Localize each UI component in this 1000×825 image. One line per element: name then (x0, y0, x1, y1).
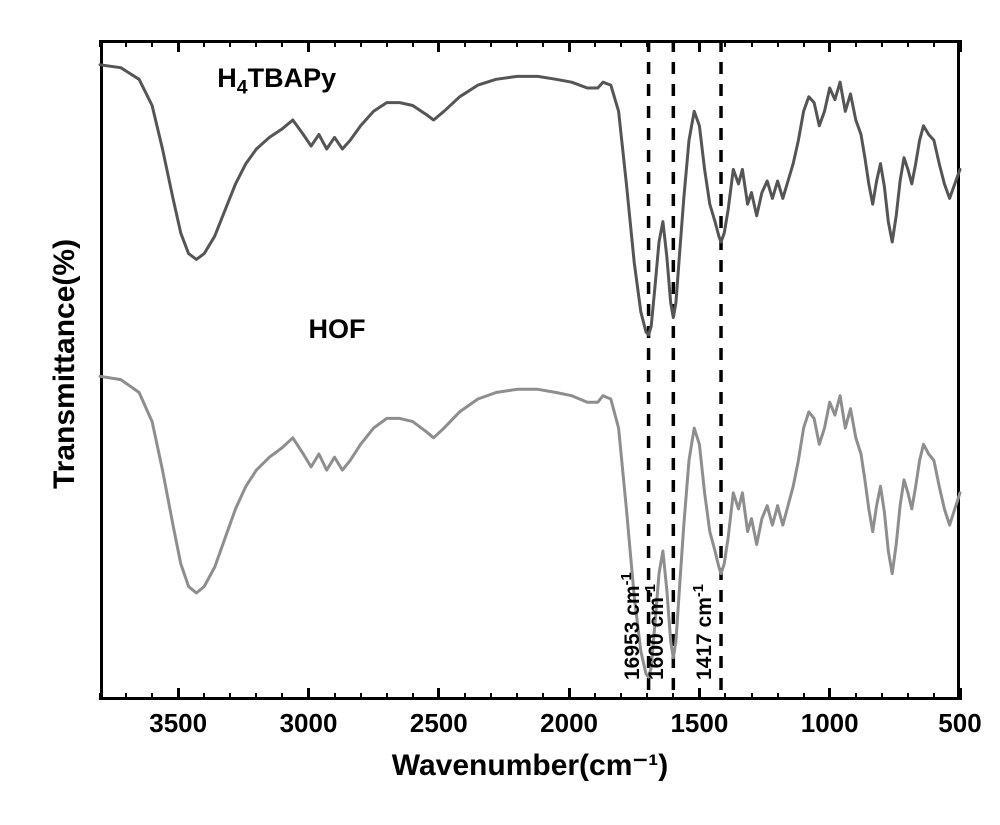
x-tick-minor (933, 40, 935, 47)
x-tick-minor (360, 40, 362, 47)
x-tick-minor (281, 693, 283, 700)
x-tick-label: 1500 (670, 708, 728, 739)
x-tick-major (698, 688, 701, 700)
x-tick-minor (907, 40, 909, 47)
x-tick-minor (672, 40, 674, 47)
spectrum-h4tbapy (100, 65, 960, 335)
marker-label: 1417 cm-1 (693, 584, 717, 680)
x-tick-minor (881, 40, 883, 47)
x-tick-minor (255, 693, 257, 700)
x-tick-label: 3500 (149, 708, 207, 739)
series-label-h4tbapy: H4TBAPy (217, 63, 336, 94)
x-tick-major (828, 688, 831, 700)
x-tick-minor (334, 693, 336, 700)
x-axis-title: Wavenumber(cm⁻¹) (100, 748, 960, 783)
x-tick-minor (777, 40, 779, 47)
x-tick-major (177, 40, 180, 52)
x-tick-major (828, 40, 831, 52)
x-tick-minor (203, 693, 205, 700)
plot-area (100, 40, 960, 700)
x-tick-major (959, 40, 962, 52)
x-tick-label: 2500 (410, 708, 468, 739)
x-tick-minor (464, 693, 466, 700)
x-tick-minor (334, 40, 336, 47)
x-tick-minor (751, 40, 753, 47)
x-tick-minor (99, 693, 101, 700)
x-tick-minor (881, 693, 883, 700)
x-tick-minor (594, 693, 596, 700)
x-tick-minor (386, 40, 388, 47)
x-tick-minor (516, 40, 518, 47)
x-tick-minor (933, 693, 935, 700)
x-tick-minor (751, 693, 753, 700)
x-tick-minor (724, 693, 726, 700)
x-tick-minor (542, 40, 544, 47)
x-tick-major (568, 688, 571, 700)
plot-svg (100, 40, 960, 700)
x-tick-minor (620, 40, 622, 47)
x-tick-minor (412, 693, 414, 700)
x-tick-minor (516, 693, 518, 700)
x-tick-minor (646, 693, 648, 700)
x-tick-minor (125, 40, 127, 47)
y-axis-title: Transmittance(%) (48, 239, 82, 489)
x-tick-minor (125, 693, 127, 700)
x-tick-major (437, 40, 440, 52)
x-tick-minor (151, 40, 153, 47)
x-tick-minor (229, 40, 231, 47)
x-tick-minor (490, 40, 492, 47)
x-tick-minor (490, 693, 492, 700)
x-tick-minor (724, 40, 726, 47)
x-tick-label: 2000 (540, 708, 598, 739)
x-tick-major (568, 40, 571, 52)
x-tick-label: 3000 (280, 708, 338, 739)
x-tick-minor (542, 693, 544, 700)
x-tick-minor (360, 693, 362, 700)
x-tick-minor (803, 40, 805, 47)
x-tick-minor (99, 40, 101, 47)
x-tick-major (959, 688, 962, 700)
series-label-hof: HOF (308, 314, 365, 345)
x-tick-minor (151, 693, 153, 700)
x-tick-minor (777, 693, 779, 700)
x-tick-minor (907, 693, 909, 700)
x-tick-minor (803, 693, 805, 700)
x-tick-major (307, 688, 310, 700)
x-tick-minor (855, 40, 857, 47)
x-tick-minor (386, 693, 388, 700)
x-tick-minor (281, 40, 283, 47)
x-tick-label: 500 (938, 708, 981, 739)
marker-label: 16953 cm-1 (621, 573, 645, 681)
x-tick-minor (672, 693, 674, 700)
x-tick-major (698, 40, 701, 52)
x-tick-major (177, 688, 180, 700)
x-tick-major (307, 40, 310, 52)
x-tick-minor (203, 40, 205, 47)
x-tick-minor (620, 693, 622, 700)
x-tick-minor (412, 40, 414, 47)
x-tick-minor (646, 40, 648, 47)
ftir-figure: Transmittance(%) Wavenumber(cm⁻¹) 3500 30… (0, 0, 1000, 825)
x-tick-label: 1000 (801, 708, 859, 739)
x-tick-minor (594, 40, 596, 47)
x-tick-minor (464, 40, 466, 47)
x-tick-major (437, 688, 440, 700)
x-tick-minor (229, 693, 231, 700)
x-tick-minor (255, 40, 257, 47)
spectrum-hof (100, 376, 960, 677)
x-tick-minor (855, 693, 857, 700)
marker-label: 1600 cm-1 (645, 584, 669, 680)
